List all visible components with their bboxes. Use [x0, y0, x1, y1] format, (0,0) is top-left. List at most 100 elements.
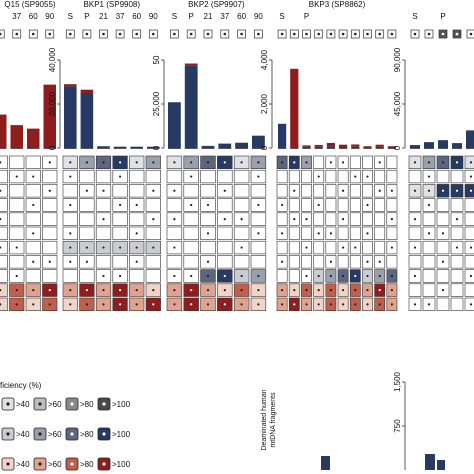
- heatmap-cell: [325, 169, 337, 184]
- legend-label: >40: [16, 430, 30, 439]
- panel-3: BKP3 (SP8862) S P 4,000 2,000 0: [260, 0, 398, 311]
- heatmap-dot: [305, 274, 308, 278]
- heatmap-dot: [206, 260, 210, 263]
- indicator-dot: [413, 32, 417, 36]
- bar-red: [184, 63, 198, 66]
- heatmap-cell: [217, 240, 233, 255]
- heatmap-dot: [32, 175, 35, 178]
- bar-red: [302, 145, 311, 147]
- heatmap-cell: [42, 198, 58, 212]
- y-tick-label: 0: [393, 145, 402, 150]
- heatmap-cell: [276, 269, 288, 283]
- indicator-dot: [441, 32, 445, 36]
- heatmap-dot: [354, 246, 357, 249]
- heatmap-cell: [233, 226, 250, 240]
- heatmap-cell: [313, 240, 325, 255]
- heatmap-cell: [25, 212, 41, 226]
- heatmap-dot: [390, 246, 393, 249]
- heatmap-cell: [464, 198, 474, 212]
- heatmap-dot: [455, 189, 459, 192]
- heatmap-dot: [441, 289, 445, 292]
- heatmap-cell: [313, 255, 325, 269]
- heatmap-dot: [281, 289, 284, 292]
- heatmap-dot: [305, 246, 308, 249]
- heatmap-cell: [0, 226, 8, 240]
- bar-red: [10, 125, 23, 148]
- heatmap-dot: [190, 303, 193, 306]
- bar-red: [339, 144, 348, 148]
- heatmap-dot: [317, 175, 320, 178]
- heatmap-cell: [313, 184, 325, 198]
- heatmap-cell: [450, 269, 464, 283]
- legend-label: >80: [80, 430, 94, 439]
- legend-swatch-dot: [38, 462, 42, 466]
- indicator-dot: [31, 32, 35, 36]
- panel-title: BKP2 (SP9907): [188, 0, 245, 9]
- heatmap-dot: [173, 189, 176, 192]
- bar-blue: [252, 135, 265, 148]
- heatmap-dot: [69, 246, 72, 249]
- heatmap-dot: [15, 289, 18, 292]
- heatmap-dot: [135, 289, 138, 292]
- heatmap-cell: [337, 169, 349, 184]
- indicator-dot: [305, 32, 308, 36]
- legend-swatch-dot: [102, 402, 106, 406]
- heatmap-dot: [0, 189, 2, 192]
- heatmap-cell: [313, 155, 325, 169]
- heatmap-dot: [32, 303, 35, 306]
- heatmap-cell: [145, 198, 161, 212]
- heatmap-dot: [135, 203, 138, 207]
- heatmap-dot: [15, 246, 18, 249]
- column-label: 37: [220, 12, 229, 21]
- heatmap-dot: [455, 161, 459, 164]
- indicator-dot: [48, 32, 52, 36]
- heatmap-cell: [325, 212, 337, 226]
- bar-blue: [113, 146, 127, 148]
- heatmap-cell: [349, 198, 361, 212]
- panel-title: BKP3 (SP8862): [309, 0, 366, 9]
- heatmap-dot: [223, 289, 226, 292]
- heatmap-dot: [427, 232, 431, 235]
- legend-swatch-dot: [6, 432, 10, 436]
- heatmap-dot: [413, 218, 417, 221]
- heatmap-cell: [436, 169, 450, 184]
- heatmap-dot: [0, 289, 2, 292]
- heatmap-dot: [257, 161, 260, 164]
- heatmap-dot: [441, 189, 445, 192]
- heatmap-dot: [0, 246, 2, 249]
- heatmap-dot: [378, 189, 381, 192]
- heatmap-cell: [112, 184, 128, 198]
- heatmap-cell: [464, 155, 474, 169]
- heatmap-cell: [374, 240, 386, 255]
- heatmap-cell: [450, 198, 464, 212]
- heatmap-dot: [342, 161, 345, 164]
- indicator-dot: [354, 32, 357, 36]
- heatmap-cell: [62, 184, 78, 198]
- bar-blue: [130, 146, 143, 148]
- heatmap-cell: [436, 212, 450, 226]
- heatmap-cell: [450, 226, 464, 240]
- bar-blue: [168, 102, 181, 148]
- heatmap-cell: [464, 226, 474, 240]
- indicator-dot: [366, 32, 369, 36]
- heatmap-cell: [349, 255, 361, 269]
- heatmap-cell: [95, 255, 112, 269]
- heatmap-dot: [206, 303, 210, 306]
- heatmap-dot: [342, 274, 345, 278]
- bar-red: [0, 114, 7, 148]
- legend-title: ficiency (%): [0, 381, 42, 390]
- heatmap-dot: [317, 289, 320, 292]
- bar-blue: [326, 146, 335, 148]
- indicator-dot: [0, 32, 2, 36]
- inset-bar: [425, 454, 435, 470]
- heatmap-dot: [378, 289, 381, 292]
- heatmap-dot: [305, 218, 308, 221]
- heatmap-cell: [200, 169, 216, 184]
- heatmap-dot: [342, 289, 345, 292]
- bar-blue: [201, 145, 215, 148]
- bar-red: [314, 144, 323, 147]
- heatmap-dot: [206, 203, 210, 207]
- heatmap-cell: [79, 212, 95, 226]
- bar-blue: [314, 146, 323, 148]
- indicator-dot: [317, 32, 321, 36]
